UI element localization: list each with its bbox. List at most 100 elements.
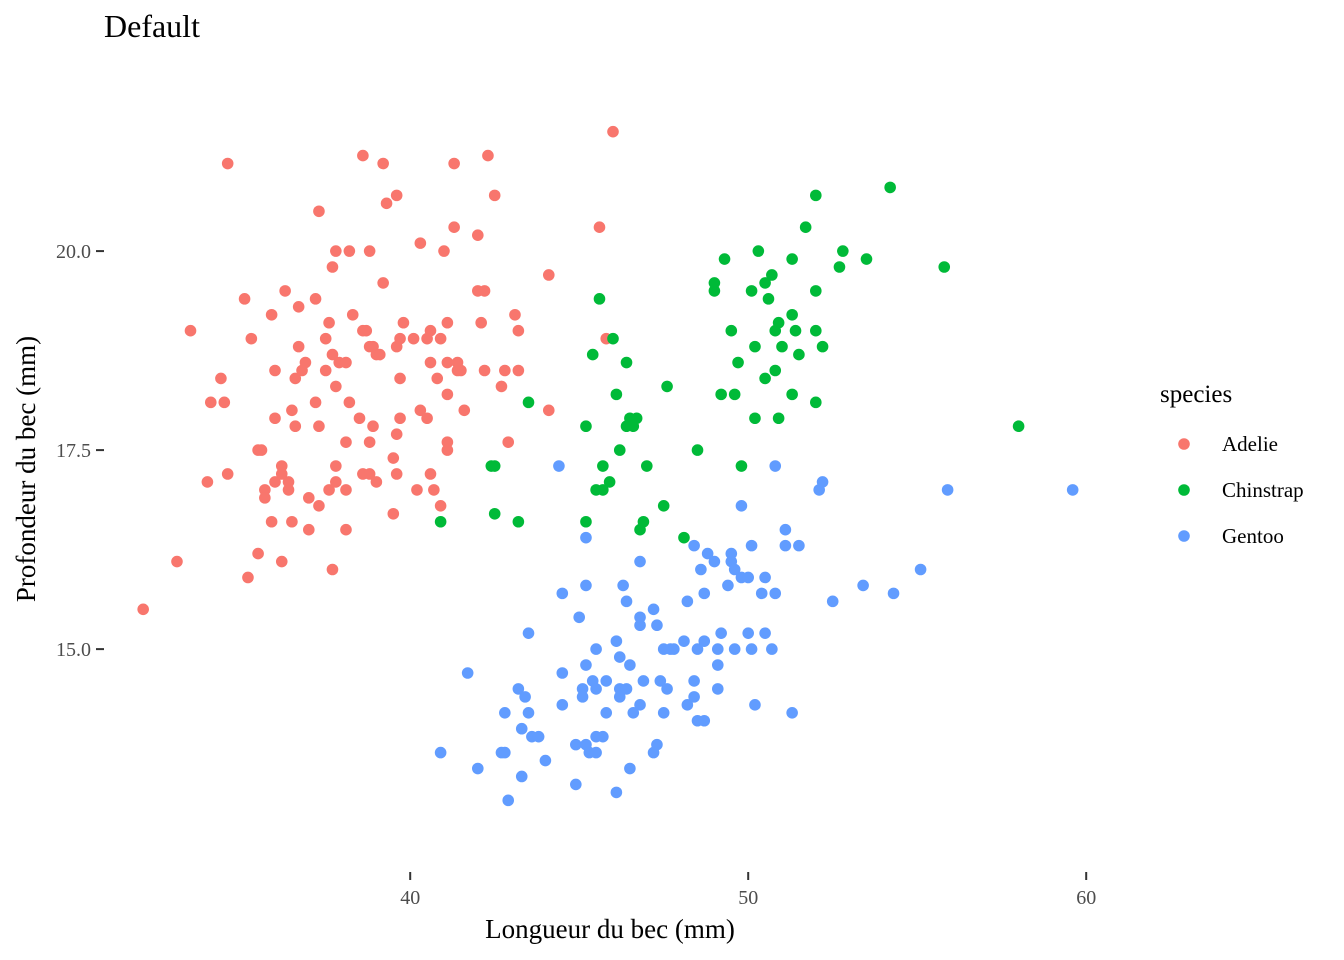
point-adelie [488, 189, 501, 202]
point-chinstrap [810, 324, 822, 337]
point-gentoo [725, 547, 738, 560]
point-adelie [245, 332, 258, 345]
point-gentoo [786, 706, 798, 719]
point-gentoo [434, 746, 447, 759]
point-gentoo [688, 539, 700, 552]
point-adelie [431, 372, 444, 385]
legend-key-gentoo [1178, 530, 1190, 542]
point-gentoo [715, 627, 727, 639]
point-gentoo [512, 683, 525, 695]
data-points [137, 125, 1079, 807]
point-chinstrap [488, 460, 501, 472]
point-gentoo [580, 659, 592, 671]
point-chinstrap [786, 253, 798, 265]
point-gentoo [613, 691, 626, 703]
point-adelie [201, 476, 214, 488]
point-adelie [512, 324, 525, 337]
point-chinstrap [488, 507, 501, 520]
point-gentoo [499, 746, 511, 759]
point-adelie [265, 308, 278, 321]
point-chinstrap [786, 388, 798, 401]
point-adelie [323, 484, 335, 496]
point-adelie [428, 484, 440, 496]
point-gentoo [668, 643, 680, 655]
point-adelie [289, 420, 302, 433]
point-chinstrap [810, 285, 822, 297]
point-adelie [434, 332, 447, 345]
point-adelie [292, 301, 305, 313]
point-adelie [441, 436, 454, 448]
point-chinstrap [512, 515, 525, 528]
point-chinstrap [641, 460, 653, 472]
point-adelie [330, 476, 342, 488]
point-adelie [434, 500, 447, 512]
point-gentoo [688, 675, 700, 687]
point-adelie [252, 547, 264, 560]
y-axis: 15.0 17.5 20.0 [56, 241, 104, 661]
point-adelie [340, 356, 352, 369]
chart-title: Default [104, 8, 200, 44]
point-gentoo [651, 738, 663, 751]
point-adelie [424, 324, 437, 337]
point-adelie [242, 571, 254, 584]
point-chinstrap [789, 324, 802, 337]
point-chinstrap [810, 396, 822, 409]
point-chinstrap [766, 269, 778, 281]
point-gentoo [708, 555, 721, 568]
point-chinstrap [810, 189, 822, 202]
point-chinstrap [860, 253, 873, 265]
point-adelie [238, 293, 251, 305]
point-adelie [407, 332, 420, 345]
point-adelie [424, 356, 437, 369]
point-gentoo [573, 611, 585, 624]
point-gentoo [759, 571, 771, 584]
point-gentoo [816, 476, 829, 488]
legend: species Adelie Chinstrap Gentoo [1160, 381, 1304, 548]
legend-label-chinstrap: Chinstrap [1222, 478, 1304, 502]
point-gentoo [735, 500, 748, 512]
point-gentoo [701, 547, 714, 560]
point-adelie [411, 484, 423, 496]
point-adelie [282, 484, 295, 496]
point-gentoo [695, 563, 707, 576]
point-adelie [171, 555, 183, 568]
point-adelie [414, 404, 427, 417]
point-adelie [502, 436, 515, 448]
point-adelie [458, 404, 471, 417]
point-adelie [455, 364, 467, 377]
point-gentoo [793, 539, 805, 552]
legend-label-gentoo: Gentoo [1222, 524, 1284, 548]
point-gentoo [556, 587, 569, 600]
point-gentoo [698, 635, 711, 647]
point-gentoo [472, 762, 484, 775]
point-gentoo [742, 627, 754, 639]
point-adelie [319, 332, 332, 345]
point-adelie [221, 468, 234, 480]
point-gentoo [941, 484, 954, 496]
point-gentoo [759, 627, 771, 639]
point-chinstrap [586, 348, 599, 361]
point-gentoo [556, 699, 569, 711]
y-tick-label: 15.0 [56, 639, 91, 661]
point-chinstrap [610, 388, 623, 401]
point-gentoo [1066, 484, 1079, 496]
point-chinstrap [732, 356, 744, 369]
point-gentoo [698, 587, 711, 600]
point-adelie [353, 412, 366, 425]
y-tick-label: 20.0 [56, 241, 91, 263]
point-gentoo [711, 659, 724, 671]
point-adelie [204, 396, 217, 409]
point-chinstrap [715, 388, 727, 401]
point-adelie [282, 476, 295, 488]
point-adelie [259, 492, 271, 504]
point-adelie [137, 603, 149, 616]
point-gentoo [728, 563, 741, 576]
point-gentoo [610, 786, 623, 799]
point-chinstrap [580, 420, 592, 433]
legend-key-adelie [1178, 438, 1190, 450]
point-gentoo [766, 643, 778, 655]
point-chinstrap [772, 412, 785, 425]
point-adelie [390, 428, 403, 440]
point-chinstrap [718, 253, 731, 265]
point-adelie [448, 221, 460, 234]
